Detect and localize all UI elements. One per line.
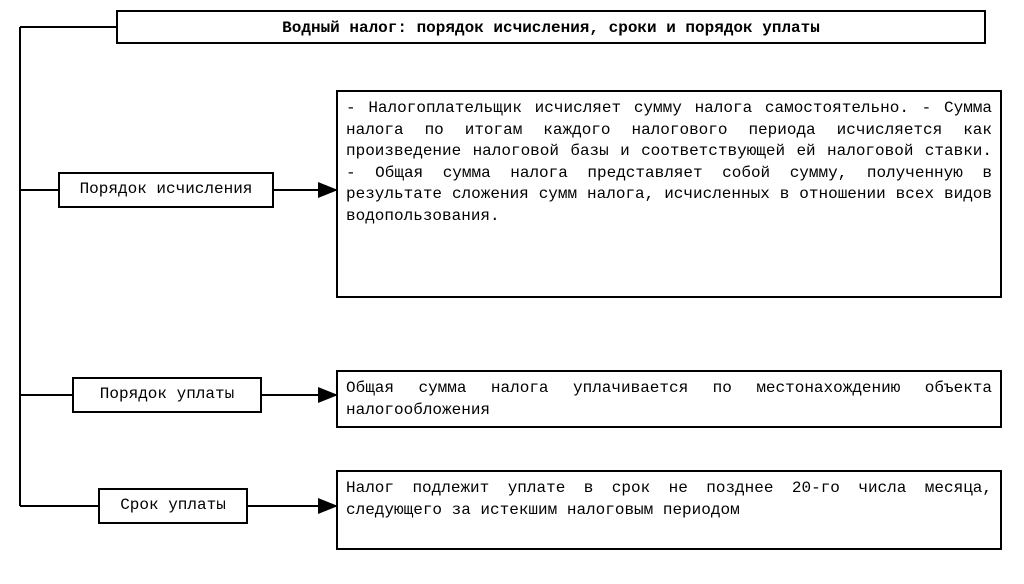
- category-text-1: Порядок уплаты: [100, 384, 234, 406]
- description-text-2: Налог подлежит уплате в срок не позднее …: [346, 479, 992, 519]
- description-box-2: Налог подлежит уплате в срок не позднее …: [336, 470, 1002, 550]
- category-box-0: Порядок исчисления: [58, 172, 274, 208]
- category-box-2: Срок уплаты: [98, 488, 248, 524]
- description-text-0: - Налогоплательщик исчисляет сумму налог…: [346, 99, 992, 225]
- title-box: Водный налог: порядок исчисления, сроки …: [116, 10, 986, 44]
- description-text-1: Общая сумма налога уплачивается по место…: [346, 379, 992, 419]
- category-box-1: Порядок уплаты: [72, 377, 262, 413]
- category-text-0: Порядок исчисления: [80, 179, 253, 201]
- category-text-2: Срок уплаты: [120, 495, 226, 517]
- description-box-0: - Налогоплательщик исчисляет сумму налог…: [336, 90, 1002, 298]
- description-box-1: Общая сумма налога уплачивается по место…: [336, 370, 1002, 428]
- title-text: Водный налог: порядок исчисления, сроки …: [282, 19, 820, 37]
